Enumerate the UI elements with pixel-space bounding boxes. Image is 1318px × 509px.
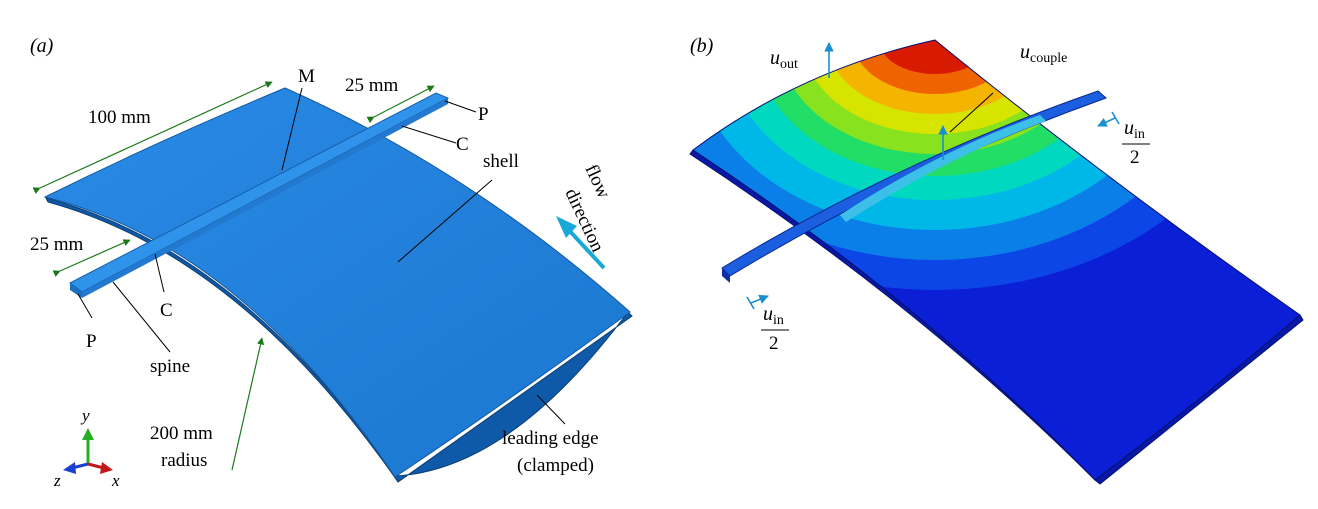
axes-triad: y z x (53, 406, 120, 490)
svg-text:2: 2 (1130, 147, 1140, 168)
contour-plot (693, 40, 1300, 480)
dim-25mm-top-label: 25 mm (345, 75, 399, 96)
leading-edge-label-line1: leading edge (502, 428, 599, 449)
u-in-arrow-right (1097, 117, 1116, 127)
panel-a: (a) 100 mm 25 mm 25 mm M P C shell (30, 35, 633, 490)
leading-edge-label-line2: (clamped) (517, 455, 594, 476)
label-shell: shell (483, 151, 519, 172)
u-out-label: uout (770, 47, 798, 72)
u-in-label-right: uin 2 (1122, 117, 1150, 168)
dim-100mm-label: 100 mm (88, 107, 151, 128)
panel-a-tag: (a) (30, 35, 54, 57)
label-p-top: P (478, 104, 489, 125)
label-c-top: C (456, 134, 469, 155)
dim-100mm-line (32, 81, 273, 194)
u-in-label-left: uin 2 (761, 303, 789, 354)
label-c-bottom: C (160, 300, 173, 321)
flow-arrow (564, 225, 606, 270)
u-couple-label: ucouple (1020, 41, 1067, 66)
svg-text:uin: uin (1124, 117, 1145, 142)
shell-edge (45, 197, 633, 483)
axis-z-label: z (53, 471, 61, 490)
axis-x-label: x (111, 471, 120, 490)
dim-25mm-left-line (52, 239, 131, 277)
label-m: M (298, 66, 315, 87)
u-in-arrow-left (750, 294, 769, 304)
radius-arrow (231, 337, 265, 471)
svg-text:2: 2 (769, 333, 779, 354)
flow-label-line1: flow (580, 161, 614, 202)
label-p-bottom: P (86, 331, 97, 352)
radius-label-line2: radius (161, 450, 207, 471)
panel-b: (b) uout (689, 35, 1304, 485)
panel-b-tag: (b) (690, 35, 714, 57)
axis-y-label: y (80, 406, 90, 425)
contour-spine (721, 90, 1107, 277)
label-spine: spine (150, 356, 190, 377)
radius-label-line1: 200 mm (150, 423, 213, 444)
dim-25mm-top-line (366, 85, 435, 124)
dim-25mm-left-label: 25 mm (30, 234, 84, 255)
svg-text:uin: uin (763, 303, 784, 328)
